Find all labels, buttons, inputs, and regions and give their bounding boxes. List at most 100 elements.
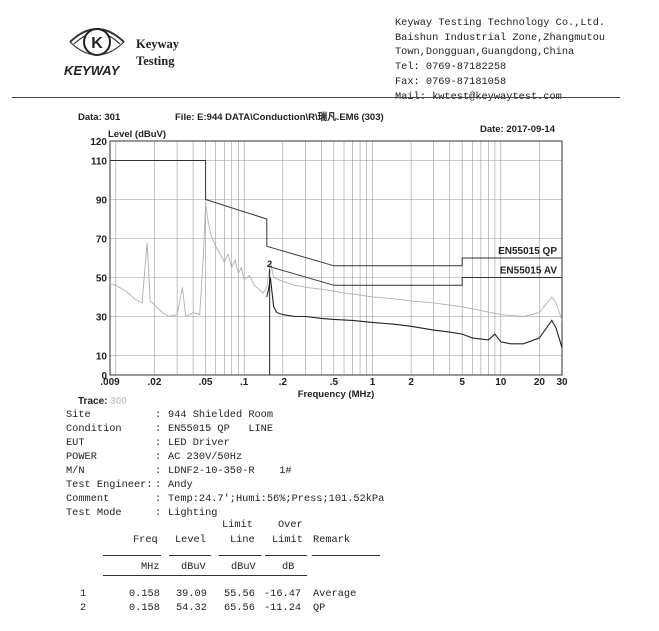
y-tick-label: 70	[96, 235, 108, 246]
y-tick-label: 30	[96, 313, 108, 324]
unit-freq: MHz	[141, 561, 160, 573]
header-freq: Freq	[133, 534, 158, 546]
x-tick-label: 10	[495, 377, 507, 388]
y-tick-label: 90	[96, 196, 108, 207]
row-over: -11.24	[264, 602, 302, 614]
row-remark: Average	[313, 588, 357, 600]
x-tick-label: 5	[459, 377, 465, 388]
company-short-name-1: Keyway	[136, 37, 180, 51]
y-tick-label: 0	[101, 371, 107, 382]
data-label: Data: 301	[78, 112, 121, 123]
row-level: 39.09	[176, 588, 207, 600]
header-line: Line	[230, 534, 255, 546]
info-label: POWER	[66, 451, 97, 463]
logo-brand-text: KEYWAY	[64, 63, 120, 78]
marker-label: 2	[267, 259, 272, 269]
svg-text:K: K	[91, 35, 103, 52]
x-tick-label: .2	[279, 377, 288, 388]
address-line: Baishun Industrial Zone,Zhangmutou	[395, 31, 606, 44]
y-tick-label: 50	[96, 274, 108, 285]
header-underline	[103, 555, 161, 556]
trace-value: 300	[110, 396, 127, 407]
trace-line	[266, 277, 563, 348]
address-line: Town,Dongguan,Guangdong,China	[395, 46, 575, 59]
info-label: EUT	[66, 437, 85, 449]
row-over: -16.47	[264, 588, 302, 600]
info-label: Condition	[66, 423, 122, 435]
y-tick-label: 120	[90, 137, 107, 148]
row-freq: 0.158	[129, 588, 160, 600]
header-remark: Remark	[313, 534, 351, 546]
row-number: 2	[80, 602, 87, 614]
x-axis-title: Frequency (MHz)	[298, 389, 375, 400]
info-label: M/N	[66, 465, 85, 477]
info-value: Lighting	[168, 507, 218, 519]
info-row: Test Mode: Lighting	[66, 507, 218, 519]
info-label: Site	[66, 409, 91, 421]
info-value: EN55015 QP LINE	[168, 423, 274, 435]
x-tick-label: .5	[330, 377, 339, 388]
header-level: Level	[175, 534, 206, 546]
y-tick-label: 10	[96, 352, 108, 363]
info-row: Condition: EN55015 QP LINE	[66, 423, 274, 435]
file-label: File: E:944 DATA\Conduction\R\瑞凡.EM6 (30…	[175, 112, 384, 123]
info-row: M/N: LDNF2-10-350-R 1#	[66, 465, 292, 477]
x-tick-label: 1	[370, 377, 376, 388]
x-tick-label: .1	[240, 377, 249, 388]
y-tick-label: 110	[91, 157, 108, 168]
results-table: Limit Over Freq Level Line Limit Remark …	[80, 519, 380, 614]
company-short-name-2: Testing	[136, 54, 175, 68]
trace-label-text: Trace:	[78, 396, 108, 407]
x-tick-label: .02	[148, 377, 162, 388]
row-line: 55.56	[224, 588, 255, 600]
info-row: EUT: LED Driver	[66, 437, 230, 449]
row-freq: 0.158	[129, 602, 160, 614]
header-underline	[312, 555, 380, 556]
x-tick-label: 2	[408, 377, 414, 388]
info-value: Andy	[168, 479, 193, 491]
y-axis-title: Level (dBuV)	[108, 129, 166, 140]
company-logo: K	[62, 20, 132, 80]
unit-level: dBuV	[181, 561, 206, 573]
info-row: Comment: Temp:24.7';Humi:56%;Press;101.52…	[66, 493, 385, 505]
header-limit: Limit	[272, 534, 303, 546]
info-row: Test Engineer:: Andy	[66, 479, 193, 491]
limit-line-label: EN55015 AV	[500, 266, 558, 277]
x-tick-label: 20	[534, 377, 546, 388]
info-value: 944 Shielded Room	[168, 409, 274, 421]
x-tick-label: 30	[556, 377, 568, 388]
address-line: Mail: kwtest@keywaytest.com	[395, 90, 562, 103]
row-line: 65.56	[224, 602, 255, 614]
info-row: Site:944 Shielded Room	[66, 409, 274, 421]
address-line: Fax: 0769-87181058	[395, 75, 507, 88]
header-limit-top: Limit	[222, 519, 253, 531]
info-label: Comment	[66, 493, 110, 505]
header-underline	[169, 555, 211, 556]
x-tick-label: .05	[199, 377, 213, 388]
info-row: POWER: AC 230V/50Hz	[66, 451, 243, 463]
header-over-top: Over	[278, 519, 303, 531]
trace-label: Trace: 300	[78, 396, 127, 407]
limit-line	[110, 160, 562, 267]
info-label: Test Engineer:	[66, 479, 153, 491]
header-underline	[219, 555, 261, 556]
limit-line-label: EN55015 QP	[498, 246, 557, 257]
date-label: Date: 2017-09-14	[480, 124, 555, 135]
x-tick-label: .009	[100, 377, 120, 388]
info-value: Temp:24.7';Humi:56%;Press;101.52kPa	[168, 493, 385, 505]
row-level: 54.32	[176, 602, 207, 614]
row-remark: QP	[313, 602, 326, 614]
unit-over: dB	[282, 561, 295, 573]
limit-line	[266, 265, 562, 286]
emission-chart: 0 10 30 50 70 90 110 120 .009 .02 .05 .1 .2 .5 1 2 5 10 20…	[90, 129, 568, 400]
info-value: AC 230V/50Hz	[168, 451, 243, 463]
header-divider	[12, 97, 620, 98]
trace-line	[109, 203, 563, 321]
address-line: Keyway Testing Technology Co.,Ltd.	[395, 17, 606, 29]
info-label: Test Mode	[66, 507, 122, 519]
address-line: Tel: 0769-87182258	[395, 61, 507, 74]
info-value: LDNF2-10-350-R 1#	[168, 465, 292, 477]
company-address-block: Keyway Testing Technology Co.,Ltd. Baish…	[395, 16, 605, 104]
row-number: 1	[80, 588, 87, 600]
logo-emblem-icon: K	[69, 28, 125, 56]
